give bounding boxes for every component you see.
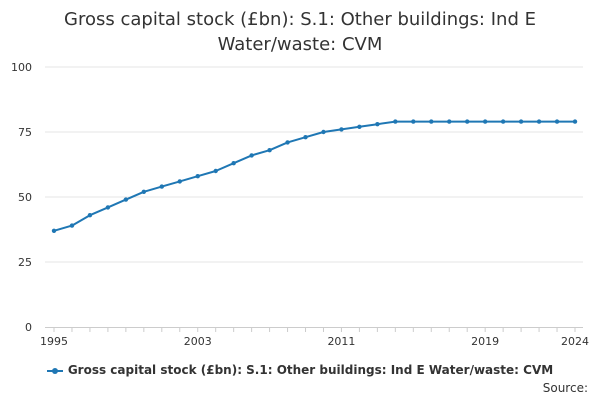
data-point[interactable] <box>105 205 111 210</box>
data-point[interactable] <box>213 168 218 174</box>
x-tick-label: 2024 <box>561 335 589 348</box>
data-point[interactable] <box>285 140 290 145</box>
y-tick-label: 25 <box>18 256 32 269</box>
chart-title: Gross capital stock (£bn): S.1: Other bu… <box>64 9 536 55</box>
x-axis-tick-labels: 1995 2003 2011 2019 2024 <box>40 335 589 348</box>
y-tick-label: 100 <box>11 61 32 74</box>
data-point[interactable] <box>482 119 488 124</box>
source-label: Source: <box>542 381 588 395</box>
y-tick-label: 75 <box>18 126 32 139</box>
legend-line-marker-icon <box>46 366 63 376</box>
x-tick-label: 1995 <box>40 335 68 348</box>
series-line <box>53 120 576 232</box>
data-point[interactable] <box>339 127 344 132</box>
data-point[interactable] <box>500 119 506 124</box>
data-point[interactable] <box>357 124 362 129</box>
x-tick-label: 2019 <box>471 335 499 348</box>
data-point[interactable] <box>303 135 308 140</box>
data-point[interactable] <box>267 148 272 153</box>
data-point[interactable] <box>87 213 93 218</box>
legend-series-label: Gross capital stock (£bn): S.1: Other bu… <box>67 363 554 377</box>
data-point[interactable] <box>375 122 380 127</box>
data-point[interactable] <box>411 119 416 124</box>
y-tick-label: 50 <box>18 191 32 204</box>
data-point[interactable] <box>249 153 254 158</box>
data-point[interactable] <box>321 129 326 135</box>
data-point[interactable] <box>518 119 524 124</box>
gridlines <box>45 66 583 263</box>
data-point[interactable] <box>536 119 542 124</box>
x-tick-label: 2011 <box>327 335 355 348</box>
data-point[interactable] <box>177 179 182 184</box>
data-point[interactable] <box>141 189 147 194</box>
data-point[interactable] <box>465 119 470 124</box>
data-point[interactable] <box>51 228 57 233</box>
data-point[interactable] <box>572 119 578 124</box>
data-point[interactable] <box>554 119 560 124</box>
y-tick-label: 0 <box>25 321 32 334</box>
x-tick-label: 2003 <box>184 335 212 348</box>
data-point[interactable] <box>123 197 129 202</box>
data-point[interactable] <box>69 223 75 228</box>
data-point[interactable] <box>429 119 434 124</box>
data-point[interactable] <box>195 174 200 179</box>
data-point[interactable] <box>231 161 236 166</box>
data-point[interactable] <box>393 119 398 124</box>
data-point[interactable] <box>447 119 452 124</box>
data-point[interactable] <box>159 184 164 189</box>
legend[interactable]: Gross capital stock (£bn): S.1: Other bu… <box>0 363 600 377</box>
series-layer <box>51 119 578 233</box>
x-axis <box>45 327 583 332</box>
y-axis-tick-labels: 0 25 50 75 100 <box>11 61 32 334</box>
